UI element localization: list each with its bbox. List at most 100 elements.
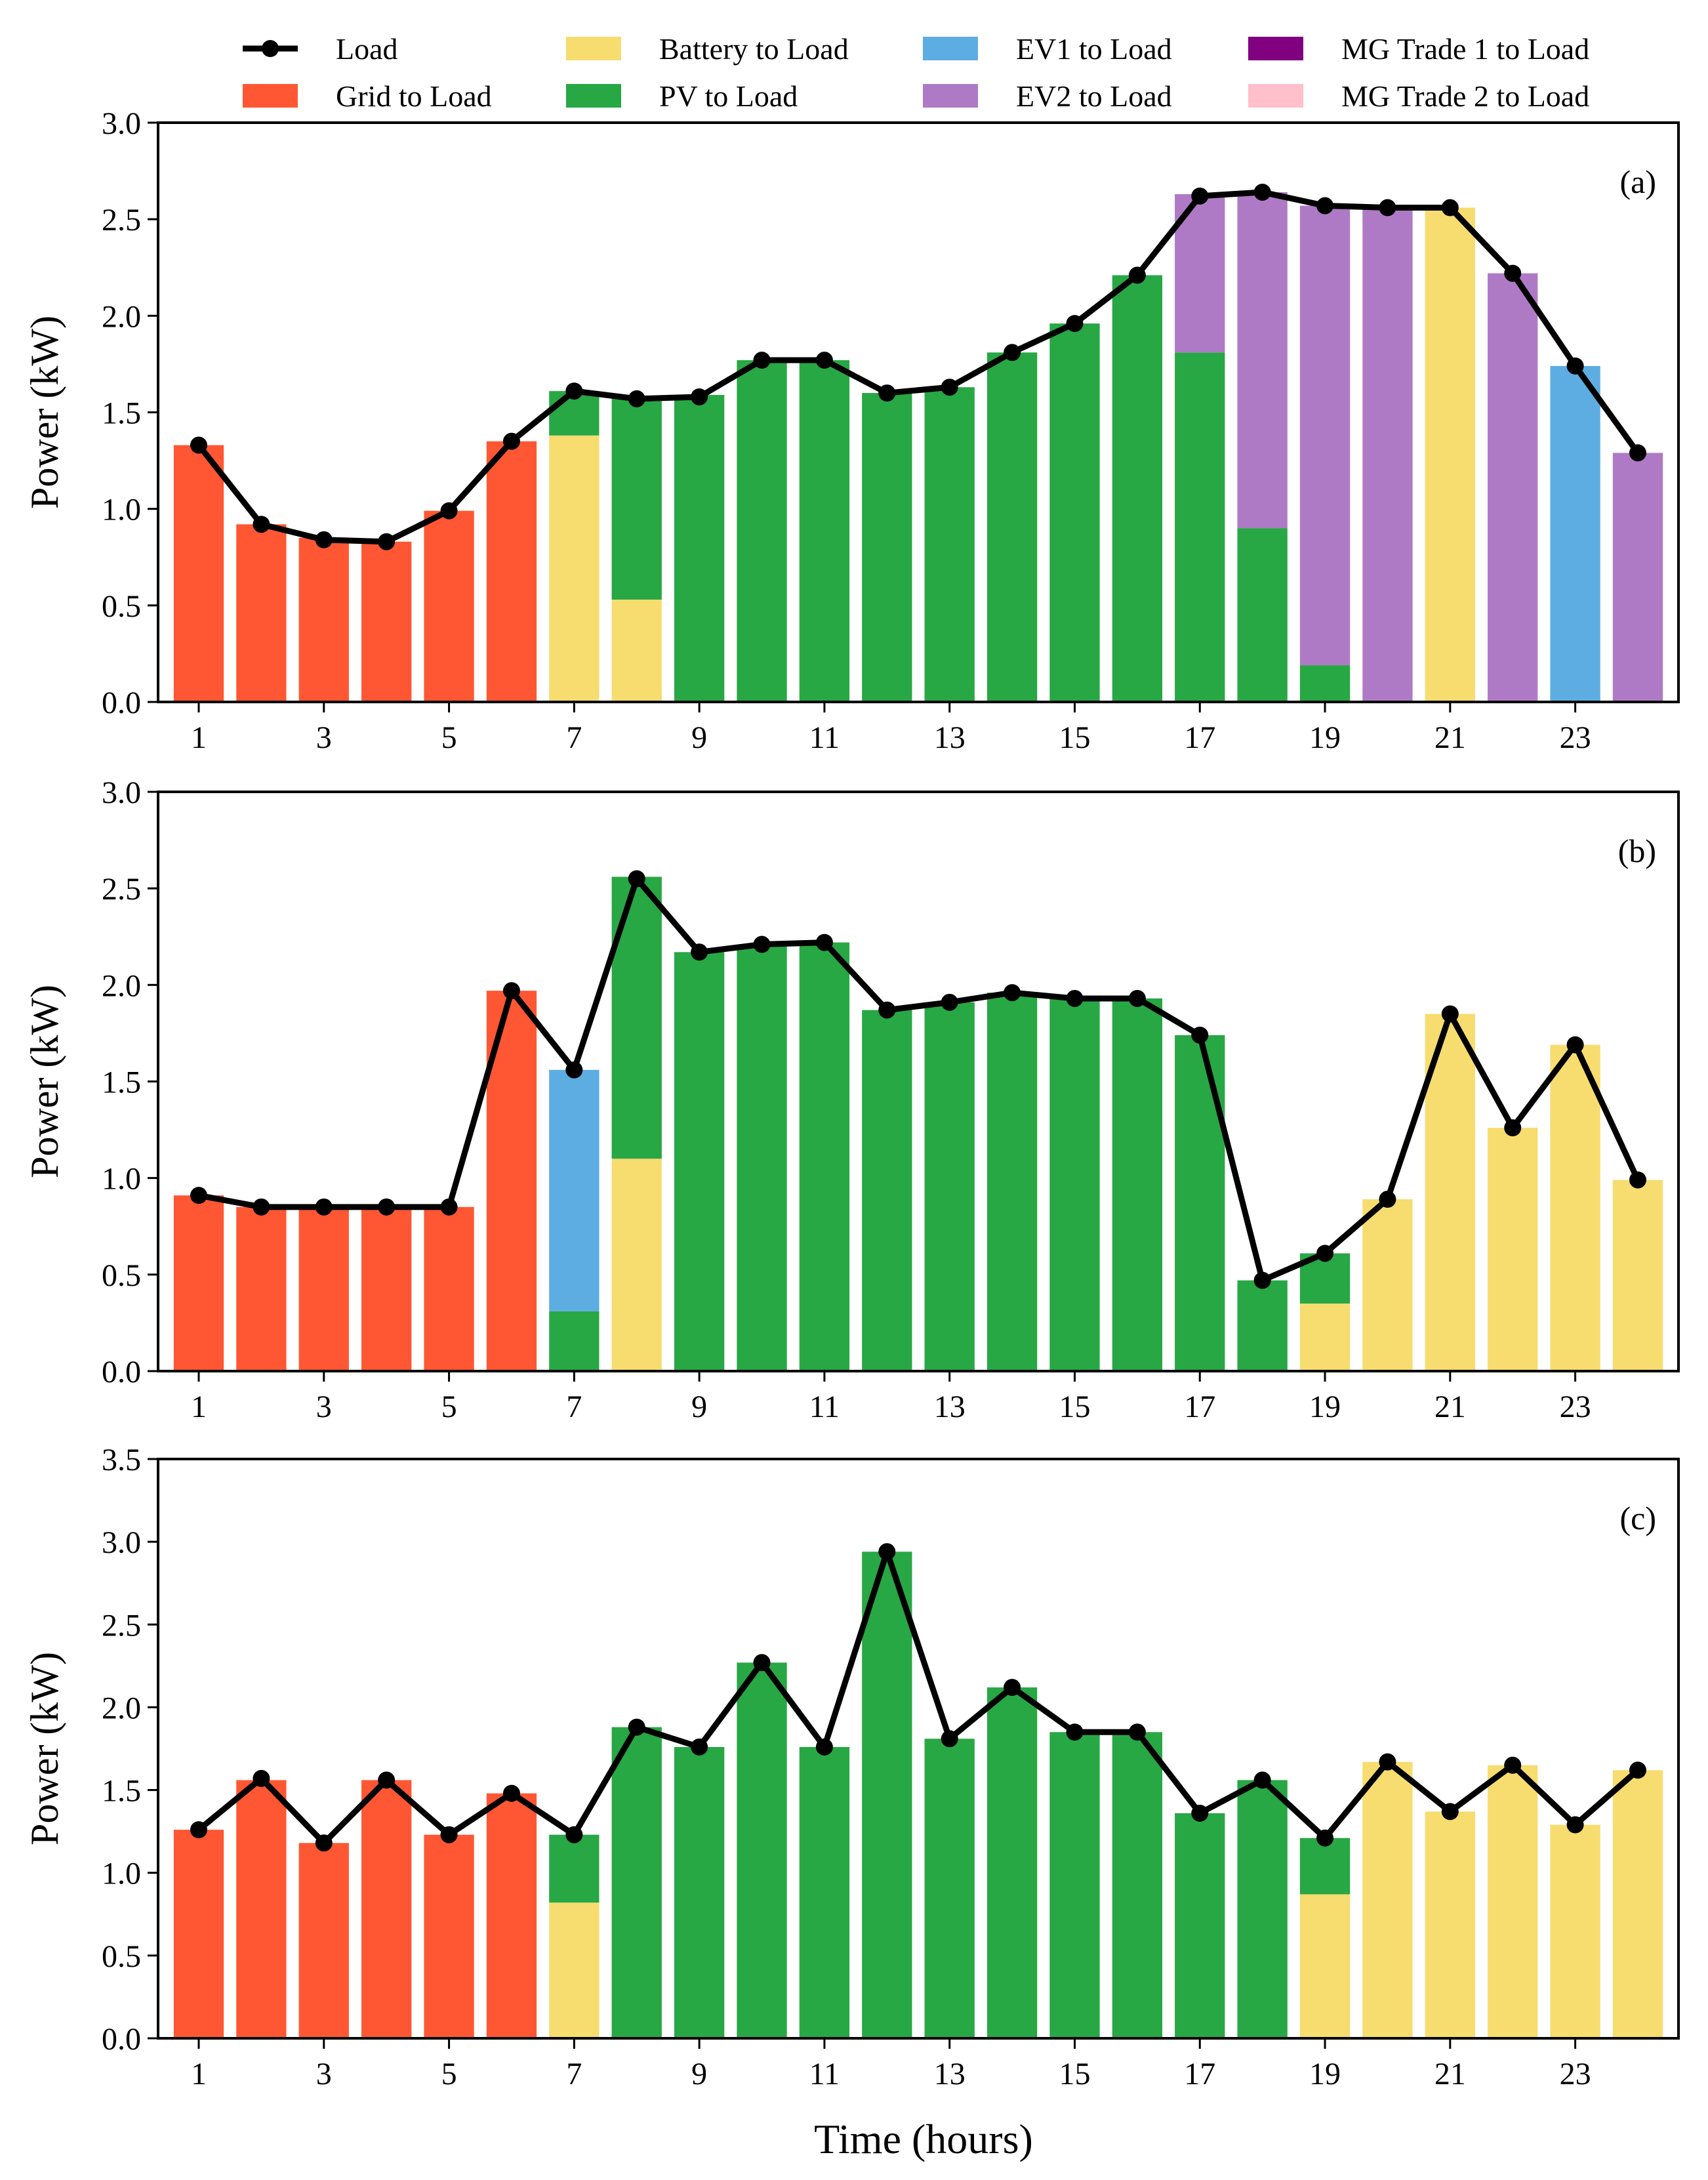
load-point (190, 436, 207, 454)
load-point (1253, 183, 1271, 201)
x-tick-label: 19 (1309, 720, 1341, 755)
legend-label: EV1 to Load (1016, 32, 1172, 66)
load-point (565, 1826, 583, 1843)
legend-swatch (566, 37, 621, 60)
bar-segment (298, 537, 349, 702)
bar-segment (1299, 1303, 1351, 1371)
bar-segment (549, 1902, 600, 2038)
bar-segment (1175, 352, 1225, 702)
y-tick-label: 3.0 (102, 775, 141, 810)
y-tick-label: 3.0 (102, 1525, 141, 1560)
x-tick-label: 13 (934, 2057, 966, 2091)
bar-segment (1112, 1732, 1163, 2038)
load-point (440, 502, 458, 520)
bar-segment (611, 876, 662, 1159)
x-tick-label: 5 (441, 2057, 457, 2091)
y-tick-label: 2.5 (102, 872, 141, 907)
legend-item: Load (243, 32, 398, 66)
bar-segment (1425, 1014, 1475, 1371)
load-point (1253, 1771, 1271, 1789)
load-point (691, 943, 708, 961)
load-point (1004, 344, 1021, 361)
bar-segment (1299, 1894, 1351, 2038)
legend-label: EV2 to Load (1016, 79, 1172, 113)
legend-label: MG Trade 2 to Load (1341, 79, 1589, 113)
bar-segment (1237, 1780, 1288, 2038)
bar-segment (236, 1780, 287, 2038)
bar-segment (862, 1552, 912, 2038)
x-tick-label: 15 (1059, 1389, 1090, 1424)
bar-segment (1299, 665, 1351, 702)
bar-segment (298, 1843, 349, 2038)
x-tick-label: 9 (691, 720, 707, 755)
x-tick-label: 3 (316, 2057, 332, 2091)
bars (173, 1552, 1663, 2038)
load-point (628, 870, 645, 888)
load-point (1566, 1816, 1584, 1834)
y-tick-label: 2.5 (102, 1608, 141, 1643)
bar-segment (1049, 323, 1100, 702)
legend-item: MG Trade 2 to Load (1248, 79, 1589, 113)
x-tick-label: 23 (1560, 2057, 1591, 2091)
legend-marker (262, 40, 279, 57)
load-point (1504, 264, 1522, 282)
load-point (502, 982, 520, 1000)
legend: Load Grid to Load Battery to Load PV to Loa… (243, 32, 1589, 113)
bar-segment (862, 393, 912, 702)
x-tick-label: 11 (809, 2057, 840, 2091)
bar-segment (737, 1662, 787, 2038)
x-tick-label: 21 (1434, 1389, 1466, 1424)
load-point (1066, 1723, 1084, 1741)
load-point (628, 390, 645, 407)
bar-segment (1237, 528, 1288, 702)
y-tick-label: 0.5 (102, 1939, 141, 1974)
bar-segment (1612, 1180, 1663, 1371)
x-tick-label: 1 (191, 720, 207, 755)
bars (173, 192, 1663, 703)
x-tick-label: 23 (1560, 720, 1591, 755)
panel-label: (b) (1618, 833, 1656, 869)
load-point (1379, 1753, 1396, 1771)
bar-segment (1362, 207, 1413, 702)
bar-segment (1612, 1770, 1663, 2038)
load-point (1253, 1271, 1271, 1289)
load-point (1504, 1756, 1522, 1774)
bar-segment (986, 1687, 1038, 2038)
legend-label: Grid to Load (336, 79, 492, 113)
bar-segment (1175, 1035, 1225, 1371)
load-point (1629, 1761, 1646, 1779)
load-point (190, 1821, 207, 1839)
load-point (815, 352, 833, 369)
y-tick-label: 1.0 (102, 1857, 141, 1891)
load-point (440, 1826, 458, 1843)
x-tick-label: 1 (191, 2057, 207, 2091)
bar-segment (1299, 1838, 1351, 1895)
bar-segment (799, 942, 850, 1371)
load-point (753, 1654, 771, 1672)
load-point (941, 993, 958, 1011)
legend-item: EV2 to Load (923, 79, 1172, 113)
x-tick-label: 13 (934, 720, 966, 755)
x-tick-label: 15 (1059, 720, 1090, 755)
x-tick-label: 9 (691, 2057, 707, 2091)
load-point (1128, 266, 1146, 284)
bar-segment (1049, 1732, 1100, 2038)
y-tick-label: 0.0 (102, 1355, 141, 1389)
x-tick-label: 19 (1309, 1389, 1341, 1424)
x-tick-label: 11 (809, 1389, 840, 1424)
load-point (628, 1718, 645, 1736)
load-point (1316, 1829, 1334, 1847)
load-point (378, 1771, 396, 1789)
panel-b: 0.00.51.01.52.02.53.01 3 5 7 9 11 13 15 17 19 21 23… (23, 775, 1680, 1424)
bar-segment (1362, 1199, 1413, 1371)
load-point (691, 388, 708, 405)
bar-segment (924, 387, 975, 702)
x-tick-label: 21 (1434, 2057, 1466, 2091)
legend-item: EV1 to Load (923, 32, 1172, 66)
bar-segment (1175, 1813, 1225, 2038)
bar-segment (1550, 365, 1600, 702)
load-point (502, 1784, 520, 1802)
panel-c: 0.00.51.01.52.02.53.03.51 3 5 7 9 11 13 15 17 19 2… (23, 1443, 1680, 2091)
x-tick-label: 1 (191, 1389, 207, 1424)
